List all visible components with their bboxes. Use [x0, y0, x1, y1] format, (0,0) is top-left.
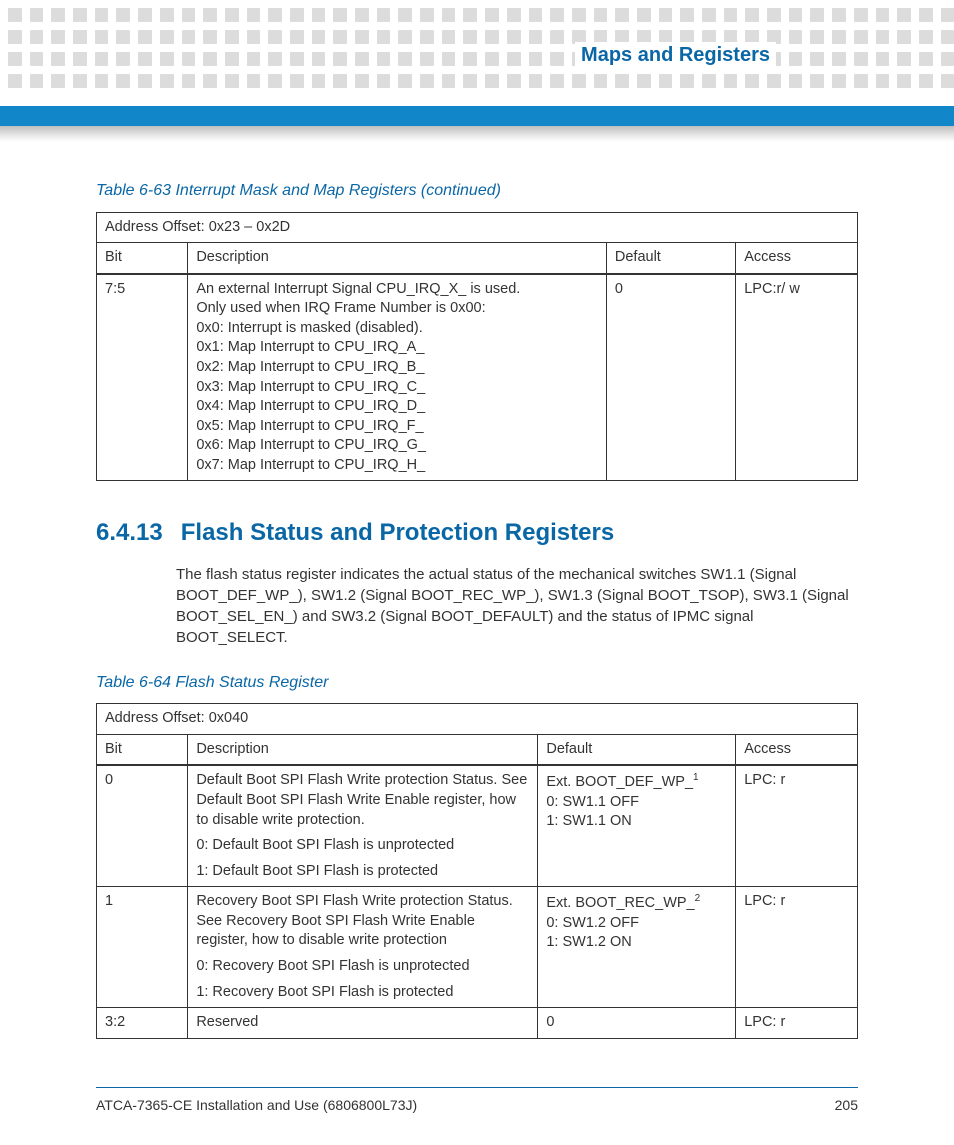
table-63-header-row: Bit Description Default Access [97, 243, 858, 274]
cell-access: LPC:r/ w [736, 274, 858, 481]
default-line: 0 [546, 1013, 727, 1033]
cell-default: Ext. BOOT_REC_WP_20: SW1.2 OFF1: SW1.2 O… [538, 887, 736, 1008]
cell-bit: 1 [97, 887, 188, 1008]
col-access: Access [736, 243, 858, 274]
cell-default: 0 [606, 274, 735, 481]
cell-access: LPC: r [736, 887, 858, 1008]
default-prefix: Ext. BOOT_DEF_WP_ [546, 774, 693, 790]
superscript: 1 [693, 772, 699, 783]
table-row: 0Default Boot SPI Flash Write protection… [97, 765, 858, 886]
section-body: The flash status register indicates the … [176, 564, 858, 648]
table-row: 7:5 An external Interrupt Signal CPU_IRQ… [97, 274, 858, 481]
table-row: 1Recovery Boot SPI Flash Write protectio… [97, 887, 858, 1008]
desc-line: Default Boot SPI Flash Write protection … [196, 771, 529, 830]
cell-default: 0 [538, 1008, 736, 1039]
desc-line: 0: Recovery Boot SPI Flash is unprotecte… [196, 957, 529, 977]
section-title: Flash Status and Protection Registers [181, 517, 614, 549]
desc-line: Recovery Boot SPI Flash Write protection… [196, 892, 529, 951]
desc-line: 1: Recovery Boot SPI Flash is protected [196, 983, 529, 1003]
table-64-address: Address Offset: 0x040 [97, 704, 858, 735]
cell-description: An external Interrupt Signal CPU_IRQ_X_ … [188, 274, 607, 481]
col-bit: Bit [97, 734, 188, 765]
col-description: Description [188, 243, 607, 274]
cell-description: Default Boot SPI Flash Write protection … [188, 765, 538, 886]
superscript: 2 [695, 893, 701, 904]
default-line: 0: SW1.1 OFF [546, 793, 727, 813]
table-63-address-row: Address Offset: 0x23 – 0x2D [97, 212, 858, 243]
default-line: Ext. BOOT_DEF_WP_1 [546, 771, 727, 792]
cell-description: Recovery Boot SPI Flash Write protection… [188, 887, 538, 1008]
desc-line: 1: Default Boot SPI Flash is protected [196, 862, 529, 882]
table-64-caption: Table 6-64 Flash Status Register [96, 672, 858, 694]
desc-line: 0: Default Boot SPI Flash is unprotected [196, 836, 529, 856]
cell-access: LPC: r [736, 765, 858, 886]
table-63-address: Address Offset: 0x23 – 0x2D [97, 212, 858, 243]
footer-page-number: 205 [835, 1096, 858, 1115]
page-header-title: Maps and Registers [575, 42, 776, 69]
header-gray-bar [0, 126, 954, 142]
default-line: Ext. BOOT_REC_WP_2 [546, 892, 727, 913]
page: Maps and Registers Table 6-63 Interrupt … [0, 0, 954, 1145]
default-prefix: Ext. BOOT_REC_WP_ [546, 895, 694, 911]
section-number: 6.4.13 [96, 517, 163, 549]
desc-line: Reserved [196, 1013, 529, 1033]
default-line: 1: SW1.2 ON [546, 933, 727, 953]
cell-access: LPC: r [736, 1008, 858, 1039]
section-heading: 6.4.13 Flash Status and Protection Regis… [96, 517, 858, 549]
default-line: 0: SW1.2 OFF [546, 914, 727, 934]
default-line: 1: SW1.1 ON [546, 812, 727, 832]
content-area: Table 6-63 Interrupt Mask and Map Regist… [96, 180, 858, 1039]
page-footer: ATCA-7365-CE Installation and Use (68068… [96, 1087, 858, 1115]
cell-bit: 3:2 [97, 1008, 188, 1039]
col-bit: Bit [97, 243, 188, 274]
col-default: Default [606, 243, 735, 274]
table-64: Address Offset: 0x040 Bit Description De… [96, 703, 858, 1038]
table-64-header-row: Bit Description Default Access [97, 734, 858, 765]
col-description: Description [188, 734, 538, 765]
table-63: Address Offset: 0x23 – 0x2D Bit Descript… [96, 212, 858, 482]
table-63-caption: Table 6-63 Interrupt Mask and Map Regist… [96, 180, 858, 202]
cell-description: Reserved [188, 1008, 538, 1039]
cell-bit: 7:5 [97, 274, 188, 481]
table-64-address-row: Address Offset: 0x040 [97, 704, 858, 735]
header-dots [0, 8, 954, 88]
default-prefix: 0 [546, 1014, 554, 1030]
footer-doc-title: ATCA-7365-CE Installation and Use (68068… [96, 1096, 417, 1115]
header-blue-bar [0, 106, 954, 126]
cell-bit: 0 [97, 765, 188, 886]
table-row: 3:2 Reserved 0 LPC: r [97, 1008, 858, 1039]
cell-default: Ext. BOOT_DEF_WP_10: SW1.1 OFF1: SW1.1 O… [538, 765, 736, 886]
col-access: Access [736, 734, 858, 765]
col-default: Default [538, 734, 736, 765]
